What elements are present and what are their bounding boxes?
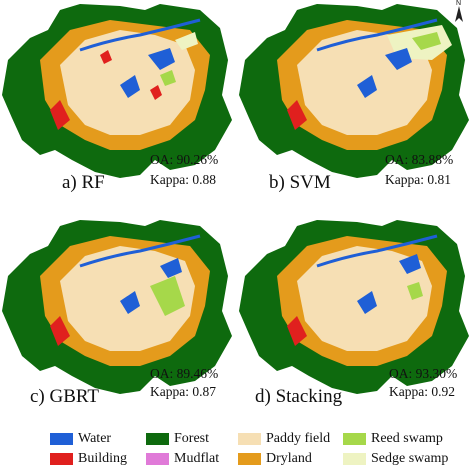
kappa-value: Kappa: 0.87 <box>150 384 216 399</box>
panel-caption: a) RF <box>62 172 105 193</box>
legend-label: Paddy field <box>266 431 331 446</box>
legend-label: Dryland <box>266 451 312 466</box>
panel-caption: d) Stacking <box>255 386 343 407</box>
legend-swatch <box>146 453 169 465</box>
legend-swatch <box>50 433 73 445</box>
legend-swatch <box>146 433 169 445</box>
land-cover-map <box>239 220 469 394</box>
land-cover-map <box>239 4 469 178</box>
legend-label: Mudflat <box>174 451 220 466</box>
map-panel-gbrt: OA: 89.46% Kappa: 0.87 c) GBRT <box>0 216 237 421</box>
legend-swatch <box>238 433 261 445</box>
land-cover-map <box>2 4 232 178</box>
map-panel-stacking: OA: 93.30% Kappa: 0.92 d) Stacking <box>237 216 474 421</box>
legend-label: Forest <box>174 431 209 446</box>
oa-value: OA: 90.26% <box>150 152 219 167</box>
legend-label: Sedge swamp <box>371 451 449 466</box>
legend: Water Forest Paddy field Reed swamp Buil… <box>0 424 474 471</box>
legend-swatch <box>50 453 73 465</box>
kappa-value: Kappa: 0.92 <box>389 384 455 399</box>
legend-label: Building <box>78 451 128 466</box>
legend-swatch <box>343 433 366 445</box>
legend-swatch <box>343 453 366 465</box>
oa-value: OA: 89.46% <box>150 366 219 381</box>
kappa-value: Kappa: 0.81 <box>385 172 451 187</box>
panel-caption: c) GBRT <box>30 386 100 407</box>
legend-label: Water <box>78 431 112 446</box>
north-arrow-icon <box>455 6 463 22</box>
map-panel-svm: OA: 83.88% Kappa: 0.81 b) SVM <box>237 0 474 205</box>
oa-value: OA: 93.30% <box>389 366 458 381</box>
oa-value: OA: 83.88% <box>385 152 454 167</box>
kappa-value: Kappa: 0.88 <box>150 172 216 187</box>
north-label: N <box>456 0 462 7</box>
map-panel-rf: OA: 90.26% Kappa: 0.88 a) RF <box>0 0 237 205</box>
legend-swatch <box>238 453 261 465</box>
land-cover-map <box>2 220 232 394</box>
panel-caption: b) SVM <box>269 172 331 193</box>
legend-label: Reed swamp <box>371 431 443 446</box>
